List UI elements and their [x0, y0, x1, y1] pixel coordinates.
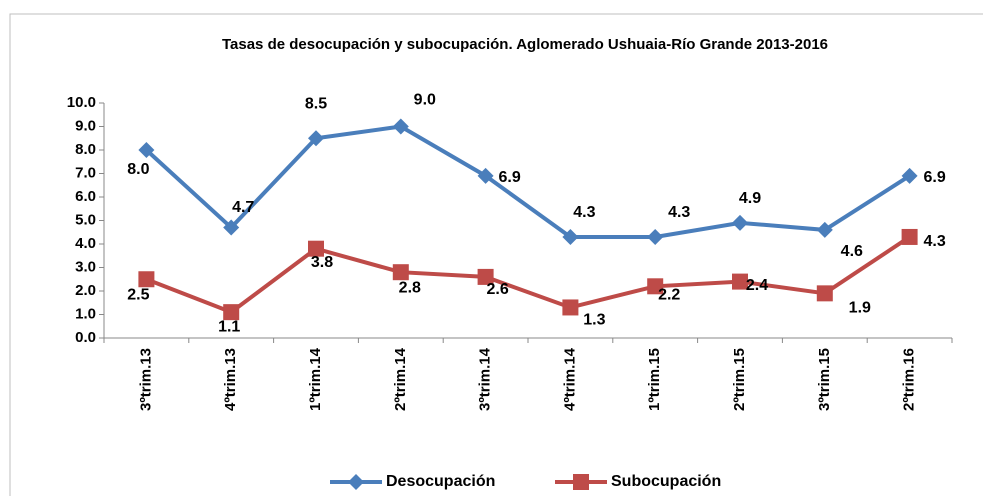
data-label: 6.9 — [923, 169, 945, 186]
marker — [573, 474, 589, 490]
y-tick-label: 2.0 — [75, 282, 96, 299]
series-line — [145, 124, 911, 239]
y-tick-label: 8.0 — [75, 141, 96, 158]
series-line — [145, 235, 911, 315]
marker — [138, 271, 155, 288]
data-label: 8.5 — [305, 95, 327, 112]
y-tick-label: 6.0 — [75, 188, 96, 205]
x-tick-label: 2ºtrim.16 — [901, 348, 918, 411]
data-label: 1.3 — [583, 312, 605, 329]
data-label: 4.3 — [923, 233, 945, 250]
data-label: 8.0 — [127, 161, 149, 178]
marker — [223, 304, 240, 321]
y-tick-label: 5.0 — [75, 211, 96, 228]
marker — [308, 240, 324, 257]
y-tick-label: 9.0 — [75, 117, 96, 134]
marker — [138, 142, 155, 158]
x-tick-label: 1ºtrim.14 — [307, 347, 324, 411]
data-label: 4.6 — [841, 243, 863, 260]
x-tick-label: 3ºtrim.15 — [816, 348, 833, 411]
x-tick-label: 4ºtrim.13 — [222, 348, 239, 411]
data-label: 9.0 — [414, 92, 436, 109]
y-tick-label: 10.0 — [67, 94, 96, 111]
marker — [901, 167, 918, 184]
legend-label: Subocupación — [611, 473, 721, 490]
y-tick-label: 4.0 — [75, 235, 96, 252]
marker — [477, 268, 494, 285]
data-label: 2.8 — [399, 279, 421, 296]
marker — [223, 219, 240, 236]
marker — [308, 130, 324, 147]
x-tick-label: 4ºtrim.14 — [561, 347, 578, 411]
marker — [732, 273, 748, 290]
data-label: 1.9 — [849, 300, 871, 317]
marker — [562, 299, 579, 316]
chart-frame — [9, 13, 983, 496]
x-tick-label: 3ºtrim.14 — [477, 347, 494, 411]
data-label: 2.2 — [658, 287, 680, 304]
marker — [477, 167, 494, 184]
data-label: 4.3 — [668, 204, 690, 221]
marker — [647, 278, 664, 295]
data-label: 3.8 — [311, 254, 333, 271]
x-tick-label: 3ºtrim.13 — [137, 348, 154, 411]
marker — [732, 214, 748, 231]
data-label: 4.3 — [573, 204, 595, 221]
y-tick-label: 7.0 — [75, 164, 96, 181]
marker — [816, 221, 833, 238]
data-label: 4.9 — [739, 190, 761, 207]
y-tick-label: 1.0 — [75, 305, 96, 322]
marker — [562, 228, 579, 245]
marker — [392, 264, 409, 281]
marker — [392, 118, 409, 135]
marker — [816, 285, 833, 302]
marker — [348, 474, 364, 490]
x-tick-label: 1ºtrim.15 — [646, 348, 663, 411]
marker — [647, 228, 664, 245]
data-label: 1.1 — [218, 318, 240, 335]
data-label: 2.4 — [746, 277, 768, 294]
x-tick-label: 2ºtrim.15 — [731, 348, 748, 411]
data-label: 2.6 — [486, 281, 508, 298]
data-label: 4.7 — [232, 199, 254, 216]
y-tick-label: 3.0 — [75, 258, 96, 275]
x-tick-label: 2ºtrim.14 — [392, 347, 409, 411]
y-tick-label: 0.0 — [75, 329, 96, 346]
legend-label: Desocupación — [386, 473, 495, 490]
data-label: 2.5 — [127, 286, 149, 303]
marker — [901, 228, 918, 245]
chart-title: Tasas de desocupación y subocupación. Ag… — [222, 36, 828, 53]
data-label: 6.9 — [498, 169, 520, 186]
